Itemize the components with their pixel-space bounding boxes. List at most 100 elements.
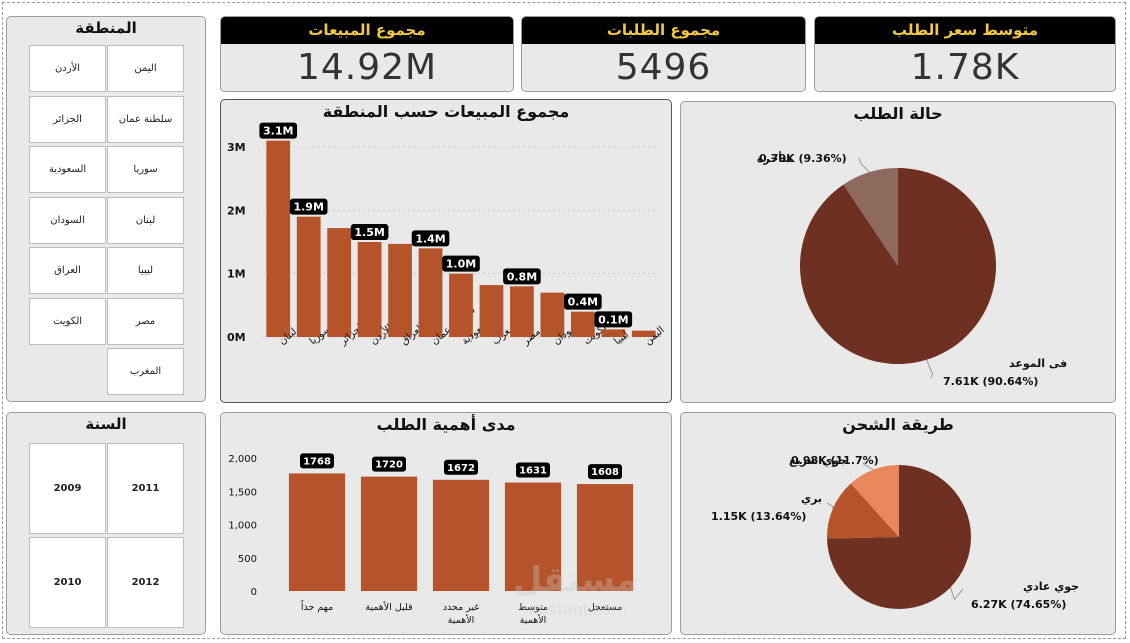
year-option[interactable]: 2009 [29, 443, 106, 534]
bar [510, 286, 534, 337]
region-option[interactable]: العراق [29, 247, 106, 294]
region-option[interactable]: الكويت [29, 297, 106, 345]
bar [601, 329, 626, 337]
data-label: 1768 [303, 456, 331, 467]
data-label: 0.8M [507, 270, 537, 283]
data-label-box [259, 122, 298, 139]
year-option[interactable]: 2010 [29, 537, 106, 628]
pie-label-value: 0.79K (9.36%) [759, 152, 847, 165]
bar [266, 140, 291, 337]
region-option[interactable]: السودان [29, 196, 106, 244]
y-tick-label: 2,000 [228, 454, 257, 465]
chart-title: طريقة الشحن [842, 415, 954, 434]
pie-label-value: 6.27K (74.65%) [971, 598, 1066, 611]
bar [296, 216, 321, 337]
data-label: 1.0M [446, 258, 476, 271]
pie-label-name: متأخرة [757, 151, 794, 165]
bar [432, 479, 490, 591]
order-status-pie: فى الموعد 7.61K (90.64%) 0.79K (9.36%)متأخ… [757, 151, 1067, 388]
bar [288, 473, 346, 591]
year-option[interactable]: 2011 [107, 443, 184, 534]
bar [631, 330, 656, 337]
y-tick-label: 3M [227, 141, 246, 154]
region-option[interactable]: اليمن [107, 45, 184, 92]
bar [540, 292, 565, 337]
y-tick-label: 500 [238, 554, 257, 565]
pie-slice [827, 465, 971, 609]
data-label-box [300, 453, 334, 469]
kpi-card-avg-order-price: متوسط سعر الطلب 1.78K [814, 16, 1116, 92]
data-label-box [444, 459, 478, 475]
kpi-card-total-orders: مجموع الطلبات 5496 [521, 16, 806, 92]
bar [327, 228, 352, 337]
chart-title: مدى أهمية الطلب [376, 415, 516, 434]
kpi-value: 1.78K [910, 47, 1020, 88]
data-label-box [564, 293, 602, 310]
region-option[interactable]: المغرب [107, 348, 184, 395]
data-label: 1672 [447, 463, 475, 474]
chart-title: مجموع المبيعات حسب المنطقة [322, 102, 570, 121]
pie-label-name: جوي عادي [1023, 580, 1079, 593]
leader-line [950, 587, 964, 601]
data-label: 1631 [519, 466, 547, 477]
region-option[interactable]: مصر [107, 297, 184, 345]
region-slicer-title: المنطقة [75, 19, 137, 37]
region-option[interactable]: لبنان [107, 196, 184, 244]
data-label-box [503, 268, 541, 285]
pie-label-value: 7.61K (90.64%) [943, 375, 1038, 388]
region-option[interactable]: الأردن [29, 45, 106, 92]
y-tick-label: 1M [227, 268, 246, 281]
bar [357, 242, 382, 337]
data-label: 1608 [591, 467, 619, 478]
data-label-box [594, 311, 633, 328]
pie-label-name: فى الموعد [1009, 357, 1067, 370]
y-tick-label: 1,500 [228, 487, 257, 498]
pie-label-name: جوي سريع [789, 454, 847, 467]
data-label: 1.4M [415, 232, 445, 245]
bar [570, 311, 595, 337]
shipping-method-card: طريقة الشحن جوي عادي 6.27K (74.65%) بري 1.1… [680, 412, 1116, 635]
bar [479, 285, 504, 337]
region-option[interactable]: سلطنة عمان [107, 95, 184, 143]
order-priority-card: مدى أهمية الطلب 0 500 1,000 1,500 2,000 1768 م… [220, 412, 672, 635]
region-option[interactable]: ليبيا [107, 247, 184, 294]
bar [576, 484, 634, 591]
x-tick-label: مهم جداً [301, 600, 333, 613]
x-tick-label: متوسط [518, 602, 548, 613]
data-label-box [350, 224, 389, 240]
x-tick-label: اليمن [643, 325, 667, 348]
region-option[interactable]: السعودية [29, 146, 106, 193]
year-option[interactable]: 2012 [107, 537, 184, 628]
pie-label-value: 1.15K (13.64%) [711, 510, 806, 523]
year-slicer-title: السنة [85, 415, 127, 433]
data-label: 0.1M [598, 313, 628, 326]
pie-slice [843, 168, 898, 266]
x-tick-label: غير محدد [443, 602, 480, 613]
bar [449, 273, 473, 337]
leader-line [862, 459, 874, 471]
shipping-method-pie: جوي عادي 6.27K (74.65%) بري 1.15K (13.64%) 0… [711, 454, 1079, 611]
region-option[interactable]: سوريا [107, 146, 184, 193]
year-slicer: السنة 2011 2009 2012 2010 [6, 412, 206, 635]
bar [388, 243, 412, 337]
y-tick-label: 0 [251, 587, 257, 598]
kpi-title: مجموع الطلبات [522, 17, 805, 44]
pie-slice [850, 465, 899, 537]
x-tick-label: مستعجل [588, 602, 622, 613]
data-label-box [588, 464, 622, 480]
x-tick-label: قليل الأهمية [365, 601, 412, 613]
leader-line [858, 157, 870, 173]
kpi-value: 5496 [615, 47, 712, 88]
data-label: 0.4M [568, 296, 598, 309]
pie-label-name: بري [801, 492, 822, 505]
sales-by-region-card: مجموع المبيعات حسب المنطقة 0M 1M 2M 3M 3.1M ل… [220, 99, 672, 403]
data-label: 1.5M [354, 226, 384, 239]
data-label-box [411, 230, 450, 247]
order-priority-chart: 0 500 1,000 1,500 2,000 1768 مهم جداً 1720 قليل … [228, 453, 634, 626]
kpi-card-total-sales: مجموع المبيعات 14.92M [220, 16, 514, 92]
bar [504, 482, 562, 591]
data-label-box [516, 462, 550, 478]
region-option[interactable]: الجزائر [29, 95, 106, 143]
